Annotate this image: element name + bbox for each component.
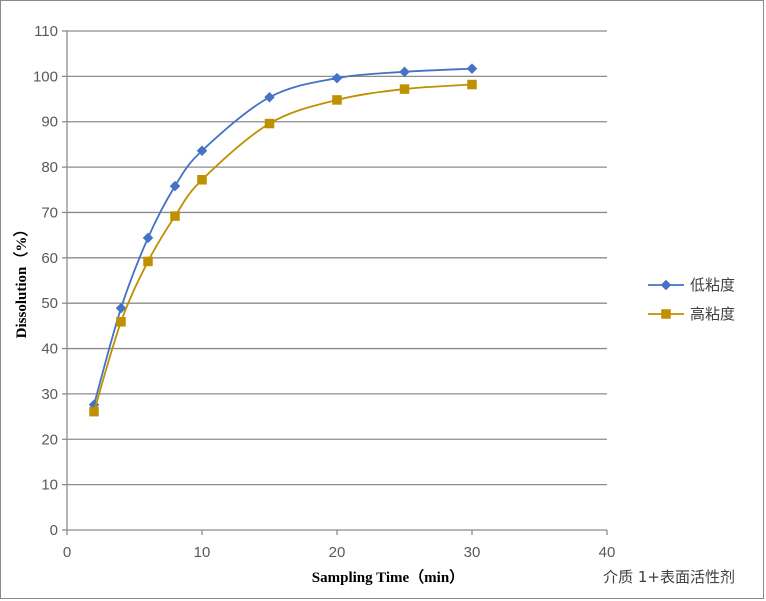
chart-caption: 介质 1+表面活性剂 xyxy=(603,568,735,586)
series-2-point-15 xyxy=(264,118,275,129)
legend-item-2-label: 高粘度 xyxy=(690,305,735,323)
x-tick-label-10: 10 xyxy=(194,544,211,561)
y-tick-label-70: 70 xyxy=(41,204,58,221)
series-1-point-4 xyxy=(115,302,127,314)
x-tick-label-30: 30 xyxy=(464,544,481,561)
series-1-point-10 xyxy=(196,145,208,157)
x-tick-label-40: 40 xyxy=(599,544,616,561)
series-2-point-10 xyxy=(197,175,207,185)
y-tick-label-20: 20 xyxy=(41,431,58,448)
series-2-point-4 xyxy=(116,317,126,327)
series-1 xyxy=(88,63,478,411)
x-axis-title: Sampling Time（min） xyxy=(312,568,464,586)
series-2-point-25 xyxy=(399,84,410,94)
y-tick-label-90: 90 xyxy=(41,114,58,131)
series-1-point-8 xyxy=(169,180,181,192)
axes xyxy=(62,30,608,535)
y-tick-label-100: 100 xyxy=(33,68,58,85)
y-axis-title: Dissolution（%） xyxy=(12,222,30,339)
series-2-line xyxy=(93,83,473,412)
series-1-point-6 xyxy=(142,232,154,244)
series-1-point-20 xyxy=(331,72,343,84)
y-tick-label-10: 10 xyxy=(41,477,58,494)
legend-item-2-marker xyxy=(661,309,671,319)
x-tick-label-0: 0 xyxy=(63,544,71,561)
legend-item-1-marker xyxy=(660,279,672,291)
series-1-point-25 xyxy=(399,66,410,78)
x-tick-labels: 0 10 20 30 40 xyxy=(63,544,616,561)
series-2-point-30 xyxy=(467,79,477,90)
series-2-point-6 xyxy=(143,256,153,267)
series-2-point-20 xyxy=(332,95,342,105)
y-tick-label-30: 30 xyxy=(41,386,58,403)
series-1-point-30 xyxy=(466,63,478,75)
y-tick-label-60: 60 xyxy=(41,250,58,267)
legend-item-2: 高粘度 xyxy=(648,305,735,323)
y-tick-label-50: 50 xyxy=(41,295,58,312)
series-2 xyxy=(89,79,477,417)
x-tick-label-20: 20 xyxy=(329,544,346,561)
y-tick-label-40: 40 xyxy=(41,341,58,358)
y-tick-labels: 0 10 20 30 40 50 60 70 80 90 100 110 xyxy=(33,23,58,539)
y-tick-label-80: 80 xyxy=(41,159,58,176)
legend-item-1: 低粘度 xyxy=(648,276,735,294)
series-1-point-15 xyxy=(264,91,275,103)
legend-item-1-label: 低粘度 xyxy=(690,276,735,294)
series-2-point-8 xyxy=(170,211,180,221)
y-tick-label-110: 110 xyxy=(34,23,58,40)
series-group xyxy=(88,63,478,417)
series-2-point-2 xyxy=(89,406,99,417)
y-tick-label-0: 0 xyxy=(50,522,58,539)
